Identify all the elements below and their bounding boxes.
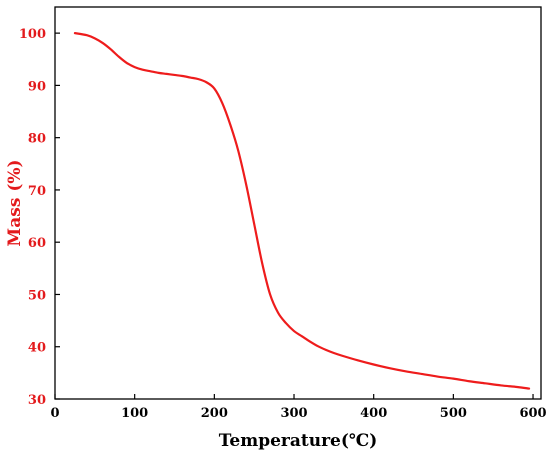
y-tick-label: 100 [19, 27, 46, 42]
x-tick-label: 300 [280, 406, 307, 421]
y-tick-label: 60 [28, 236, 46, 251]
x-axis-ticks: 0 100 200 300 400 500 600 [50, 394, 547, 421]
x-tick-label: 200 [201, 406, 228, 421]
x-tick-label: 400 [360, 406, 387, 421]
mass-curve-line [73, 32, 531, 390]
y-axis-title: Mass (%) [5, 159, 25, 246]
y-tick-label: 70 [28, 184, 46, 199]
x-tick-label: 600 [519, 406, 546, 421]
y-tick-label: 80 [28, 132, 46, 147]
plot-frame [54, 6, 542, 400]
x-tick-label: 500 [440, 406, 467, 421]
x-tick-label: 100 [121, 406, 148, 421]
y-tick-label: 50 [28, 288, 46, 303]
y-tick-label: 90 [28, 79, 46, 94]
x-tick-label: 0 [50, 406, 59, 421]
y-tick-label: 40 [28, 341, 46, 356]
x-axis-title: Temperature(℃) [219, 431, 378, 451]
y-tick-label: 30 [28, 393, 46, 408]
y-axis-ticks: 30 40 50 60 70 80 90 100 [19, 27, 60, 408]
